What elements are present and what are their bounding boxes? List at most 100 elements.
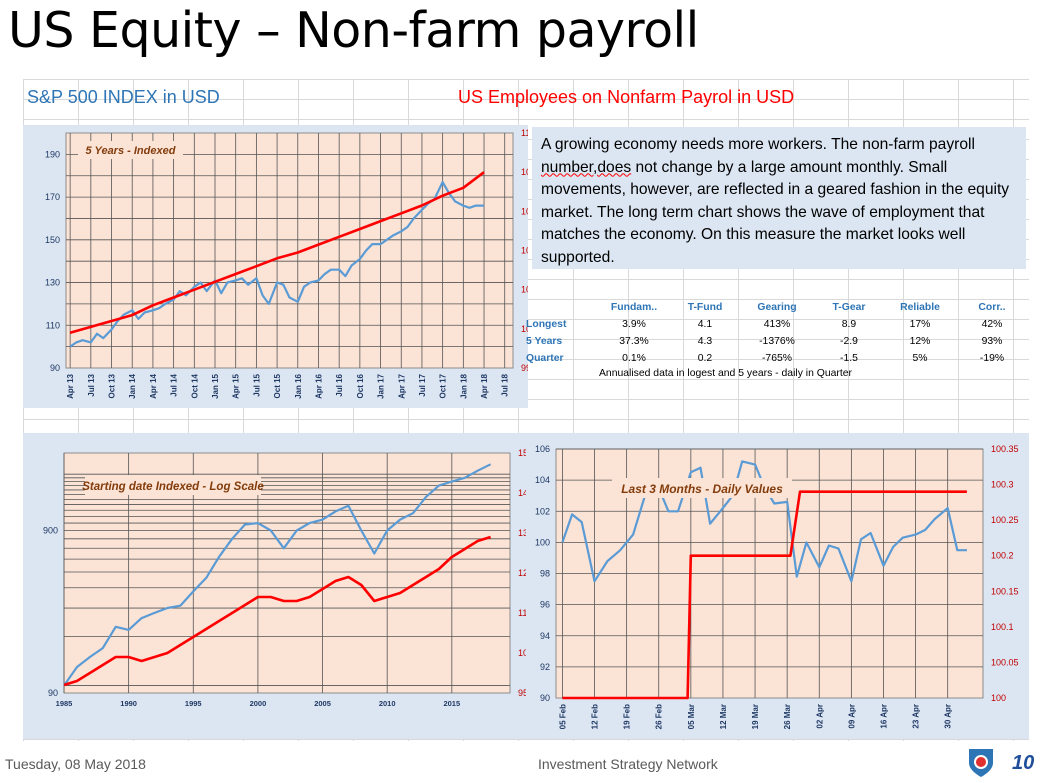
- x-tick-label: Jul 13: [87, 373, 96, 396]
- y-right-tick-label: 100.25: [991, 515, 1019, 525]
- x-tick-label: 02 Apr: [815, 704, 824, 729]
- y-right-tick-label: 103: [521, 285, 528, 295]
- stats-footnote: Annualised data in logest and 5 years - …: [599, 368, 852, 379]
- x-tick-label: 1985: [56, 699, 73, 708]
- y-right-tick-label: 100.15: [991, 586, 1019, 596]
- y-right-tick-label: 135: [518, 528, 528, 538]
- x-tick-label: 05 Feb: [558, 704, 567, 729]
- y-left-tick-label: 98: [540, 569, 550, 579]
- x-tick-label: 09 Apr: [847, 704, 856, 729]
- y-right-tick-label: 105: [518, 648, 528, 658]
- y-right-tick-label: 145: [518, 488, 528, 498]
- x-tick-label: Jul 15: [252, 373, 261, 396]
- commentary-box: A growing economy needs more workers. Th…: [532, 127, 1026, 269]
- x-tick-label: 2010: [379, 699, 396, 708]
- chart-title: 5 Years - Indexed: [86, 145, 176, 157]
- x-tick-label: Apr 16: [314, 373, 323, 398]
- chart-title-box: [612, 478, 792, 498]
- x-tick-label: Jan 15: [211, 373, 220, 398]
- series-line-payroll: [562, 490, 967, 700]
- x-tick-label: Jan 18: [459, 373, 468, 398]
- stats-row-5-years: 5 Years 37.3% 4.3 -1376% -2.9 12% 93%: [526, 336, 1003, 347]
- x-tick-label: Oct 13: [108, 373, 117, 398]
- y-left-tick-label: 130: [45, 278, 60, 288]
- chart-5-years-indexed: 90 110 130 150 170 190 99 101 103 105 107 109 111 Apr…: [23, 125, 528, 408]
- y-right-tick-label: 100.2: [991, 551, 1014, 561]
- x-tick-label: 12 Mar: [719, 704, 728, 729]
- y-left-tick-label: 90: [50, 363, 60, 373]
- y-left-tick-label: 94: [540, 631, 550, 641]
- stats-table: Fundam.. T-Fund Gearing T-Gear Reliable …: [526, 299, 1028, 379]
- y-left-tick-label: 150: [45, 235, 60, 245]
- y-left-tick-label: 106: [535, 444, 550, 454]
- page-number: 10: [1012, 752, 1035, 774]
- y-right-tick-label: 100.35: [991, 444, 1019, 454]
- y-left-tick-label: 110: [46, 320, 60, 330]
- x-tick-label: Jul 16: [335, 373, 344, 396]
- y-right-tick-label: 107: [521, 206, 528, 216]
- y-left-tick-label: 170: [45, 192, 60, 202]
- chart-title: Starting date Indexed - Log Scale: [82, 481, 264, 493]
- stats-row-longest: Longest 3.9% 4.1 413% 8.9 17% 42%: [526, 319, 1003, 330]
- y-left-tick-label: 900: [43, 526, 58, 536]
- x-tick-label: 16 Apr: [879, 704, 888, 729]
- x-tick-label: Oct 16: [356, 373, 365, 398]
- stats-row-quarter: Quarter 0.1% 0.2 -765% -1.5 5% -19%: [526, 353, 1005, 364]
- shield-logo-icon: [969, 749, 993, 777]
- x-tick-label: Oct 14: [190, 373, 199, 398]
- y-right-tick-label: 99: [521, 363, 528, 373]
- series-line-sp500: [69, 180, 484, 348]
- y-right-tick-label: 109: [521, 167, 528, 177]
- y-left-tick-label: 102: [535, 506, 550, 516]
- spelling-error-word: number,does: [541, 158, 632, 176]
- x-tick-label: 2005: [314, 699, 331, 708]
- x-tick-label: 26 Feb: [655, 704, 664, 729]
- x-tick-label: 19 Feb: [623, 704, 632, 729]
- y-right-tick-label: 101: [521, 324, 528, 334]
- y-right-tick-label: 111: [521, 128, 528, 138]
- stats-header-row: Fundam.. T-Fund Gearing T-Gear Reliable …: [610, 302, 1006, 313]
- x-tick-label: Oct 15: [273, 373, 282, 398]
- y-right-tick-label: 155: [518, 448, 528, 458]
- x-tick-label: Jul 14: [170, 373, 179, 396]
- x-tick-label: 30 Apr: [944, 704, 953, 729]
- y-right-tick-label: 100.05: [991, 657, 1019, 667]
- chart-title: Last 3 Months - Daily Values: [621, 482, 783, 496]
- series-line-sp500: [63, 463, 492, 687]
- y-left-tick-label: 190: [45, 149, 60, 159]
- y-left-tick-label: 90: [540, 693, 550, 703]
- x-tick-label: Jan 17: [377, 373, 386, 398]
- x-tick-label: 23 Apr: [912, 704, 921, 729]
- chart-last-3-months: 90 92 94 96 98 100 102 104 106 100 100.05 100.1 100.…: [526, 433, 1029, 739]
- y-left-tick-label: 90: [48, 688, 58, 698]
- x-tick-label: 2015: [443, 699, 460, 708]
- x-tick-label: 26 Mar: [783, 704, 792, 729]
- x-tick-label: 1995: [185, 699, 202, 708]
- y-left-tick-label: 92: [540, 662, 550, 672]
- x-tick-label: 1990: [120, 699, 137, 708]
- x-tick-label: Oct 17: [439, 373, 448, 398]
- series-line-payroll: [69, 171, 485, 335]
- chart-title-box: [78, 141, 183, 159]
- plot-area: [65, 132, 514, 369]
- x-tick-label: Apr 17: [397, 373, 406, 398]
- footer-network: Investment Strategy Network: [538, 756, 718, 772]
- x-tick-label: Jan 16: [294, 373, 303, 398]
- x-tick-label: Apr 14: [149, 373, 158, 398]
- footer-date: Tuesday, 08 May 2018: [5, 756, 146, 772]
- y-left-tick-label: 100: [535, 537, 550, 547]
- x-tick-label: Jan 14: [128, 373, 137, 398]
- y-right-tick-label: 100.1: [991, 622, 1014, 632]
- payroll-header: US Employees on Nonfarm Payrol in USD: [458, 87, 795, 107]
- series-line-payroll: [63, 535, 491, 687]
- x-tick-label: Jul 17: [418, 373, 427, 396]
- page-title: US Equity – Non-farm payroll: [8, 2, 699, 59]
- chart-title-box: [85, 475, 261, 495]
- sp500-header: S&P 500 INDEX in USD: [27, 87, 220, 107]
- y-left-tick-label: 104: [535, 475, 550, 485]
- x-tick-label: 2000: [250, 699, 267, 708]
- y-left-tick-label: 96: [540, 600, 550, 610]
- x-tick-label: Apr 13: [66, 373, 75, 398]
- y-right-tick-label: 125: [518, 568, 528, 578]
- y-right-tick-label: 95: [518, 688, 528, 698]
